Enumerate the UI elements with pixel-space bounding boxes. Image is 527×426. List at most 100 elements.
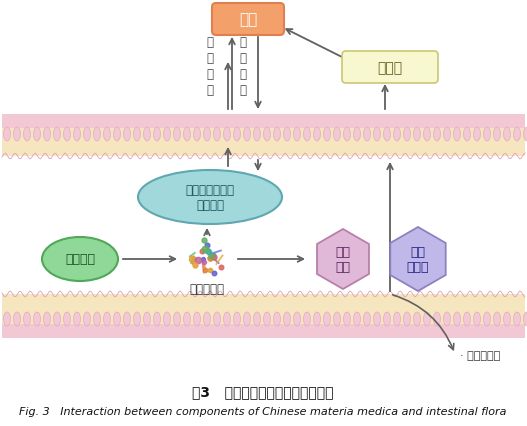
Ellipse shape (493, 128, 501, 142)
Ellipse shape (354, 312, 360, 326)
Ellipse shape (503, 312, 511, 326)
Ellipse shape (513, 128, 521, 142)
Ellipse shape (384, 312, 391, 326)
Text: 道: 道 (207, 52, 213, 64)
Text: 大脑: 大脑 (239, 12, 257, 27)
Ellipse shape (483, 128, 491, 142)
FancyBboxPatch shape (2, 115, 525, 129)
Ellipse shape (304, 312, 310, 326)
Ellipse shape (274, 128, 280, 142)
Ellipse shape (284, 312, 290, 326)
Ellipse shape (374, 312, 380, 326)
Ellipse shape (123, 128, 131, 142)
Ellipse shape (153, 128, 161, 142)
Text: 图3   中药成分与肠道菌群相互作用: 图3 中药成分与肠道菌群相互作用 (192, 384, 334, 398)
Ellipse shape (503, 128, 511, 142)
Ellipse shape (233, 312, 240, 326)
Ellipse shape (24, 128, 31, 142)
Ellipse shape (143, 128, 151, 142)
Ellipse shape (364, 312, 370, 326)
Ellipse shape (344, 312, 350, 326)
Ellipse shape (334, 312, 340, 326)
Ellipse shape (63, 128, 71, 142)
Ellipse shape (294, 312, 300, 326)
Text: · 尿液、粪便: · 尿液、粪便 (460, 350, 500, 360)
Ellipse shape (113, 312, 121, 326)
Ellipse shape (193, 128, 200, 142)
FancyBboxPatch shape (212, 4, 284, 36)
Ellipse shape (183, 128, 190, 142)
Ellipse shape (434, 128, 441, 142)
Ellipse shape (143, 312, 151, 326)
Ellipse shape (4, 128, 11, 142)
Ellipse shape (304, 128, 310, 142)
Ellipse shape (213, 128, 220, 142)
Text: 肠道菌群组成、: 肠道菌群组成、 (186, 184, 235, 197)
Ellipse shape (233, 128, 240, 142)
Text: 神: 神 (207, 67, 213, 81)
FancyBboxPatch shape (342, 52, 438, 84)
Ellipse shape (93, 128, 101, 142)
Ellipse shape (83, 128, 91, 142)
Text: 化合物: 化合物 (407, 261, 430, 274)
Ellipse shape (444, 128, 451, 142)
Ellipse shape (34, 128, 41, 142)
Text: 神: 神 (239, 67, 247, 81)
Ellipse shape (133, 128, 141, 142)
Ellipse shape (44, 312, 51, 326)
Ellipse shape (73, 128, 81, 142)
Text: 产物: 产物 (336, 261, 350, 274)
Ellipse shape (464, 312, 471, 326)
Ellipse shape (483, 312, 491, 326)
Text: Fig. 3   Interaction between components of Chinese materia medica and intestinal: Fig. 3 Interaction between components of… (19, 406, 507, 416)
Ellipse shape (183, 312, 190, 326)
Ellipse shape (163, 128, 171, 142)
Text: 代谢改变: 代谢改变 (196, 199, 224, 212)
Ellipse shape (374, 128, 380, 142)
Ellipse shape (473, 312, 481, 326)
Ellipse shape (444, 312, 451, 326)
Ellipse shape (113, 128, 121, 142)
Ellipse shape (83, 312, 91, 326)
Text: 母体: 母体 (411, 246, 425, 259)
Ellipse shape (173, 128, 181, 142)
Text: 中药成分: 中药成分 (65, 253, 95, 266)
Ellipse shape (24, 312, 31, 326)
Ellipse shape (314, 128, 320, 142)
Ellipse shape (253, 312, 260, 326)
Ellipse shape (434, 312, 441, 326)
Ellipse shape (424, 312, 431, 326)
Ellipse shape (404, 128, 411, 142)
Ellipse shape (364, 128, 370, 142)
Ellipse shape (54, 128, 61, 142)
Ellipse shape (163, 312, 171, 326)
Ellipse shape (334, 128, 340, 142)
Ellipse shape (354, 128, 360, 142)
Ellipse shape (4, 312, 11, 326)
Ellipse shape (513, 312, 521, 326)
Ellipse shape (274, 312, 280, 326)
Ellipse shape (42, 237, 118, 281)
Ellipse shape (394, 128, 401, 142)
Ellipse shape (324, 128, 330, 142)
FancyBboxPatch shape (2, 324, 525, 338)
Ellipse shape (203, 128, 210, 142)
Ellipse shape (414, 312, 421, 326)
Polygon shape (317, 230, 369, 289)
Ellipse shape (138, 170, 282, 225)
Text: 出: 出 (239, 52, 247, 64)
Ellipse shape (213, 312, 220, 326)
Ellipse shape (523, 128, 527, 142)
Ellipse shape (253, 128, 260, 142)
Ellipse shape (173, 312, 181, 326)
Text: 传: 传 (239, 35, 247, 49)
Ellipse shape (394, 312, 401, 326)
Text: 体循环: 体循环 (377, 61, 403, 75)
Text: 代谢: 代谢 (336, 246, 350, 259)
Ellipse shape (44, 128, 51, 142)
Ellipse shape (73, 312, 81, 326)
Ellipse shape (203, 312, 210, 326)
Ellipse shape (314, 312, 320, 326)
Ellipse shape (123, 312, 131, 326)
Ellipse shape (63, 312, 71, 326)
